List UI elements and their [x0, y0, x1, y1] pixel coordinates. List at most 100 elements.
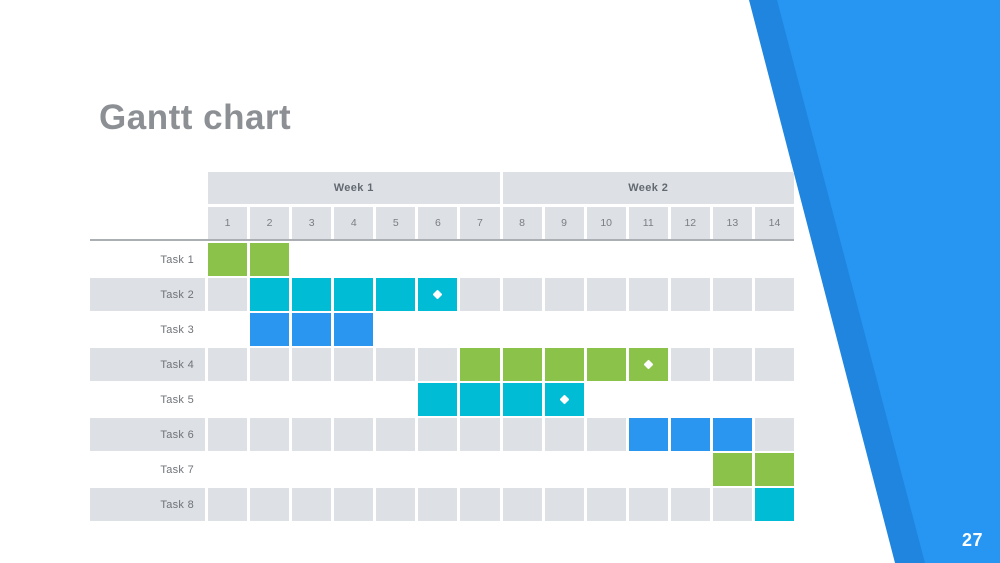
gantt-bar-cell: [502, 348, 542, 381]
gantt-cell: [502, 418, 542, 451]
gantt-cell: [460, 278, 500, 311]
task-row: Task 3: [90, 313, 794, 346]
gantt-cell: [418, 243, 457, 276]
day-header-cell: 6: [418, 207, 458, 239]
gantt-cell: [250, 488, 290, 521]
gantt-cell: [208, 383, 247, 416]
gantt-cell: [418, 348, 458, 381]
day-header-cell: 14: [754, 207, 794, 239]
gantt-bar-cell: [418, 278, 458, 311]
gantt-cell: [292, 418, 332, 451]
gantt-cell: [208, 418, 248, 451]
gantt-cell: [713, 383, 752, 416]
gantt-cell: [502, 278, 542, 311]
gantt-week-header-row: Week 1 Week 2: [90, 172, 794, 204]
gantt-bar-cell: [670, 418, 710, 451]
gantt-cell: [713, 243, 752, 276]
task-label: Task 1: [160, 253, 194, 266]
gantt-cell: [712, 488, 752, 521]
gantt-cell: [292, 488, 332, 521]
day-header-cell: 10: [586, 207, 626, 239]
gantt-cell: [587, 243, 626, 276]
gantt-cell: [334, 453, 373, 486]
gantt-cell: [208, 313, 247, 346]
gantt-bar-cell: [418, 383, 458, 416]
task-label: Task 8: [90, 488, 205, 521]
gantt-cell: [545, 243, 584, 276]
gantt-cell: [712, 278, 752, 311]
gantt-cell: [292, 453, 331, 486]
gantt-cell: [586, 418, 626, 451]
gantt-cell: [376, 418, 416, 451]
day-header-cell: 11: [628, 207, 668, 239]
task-label: Task 4: [90, 348, 205, 381]
gantt-bar-cell: [544, 383, 584, 416]
gantt-cell: [460, 488, 500, 521]
task-label: Task 5: [160, 393, 194, 406]
day-header-cell: 13: [712, 207, 752, 239]
day-header-cell: 7: [460, 207, 500, 239]
gantt-cell: [671, 383, 710, 416]
gantt-bar-cell: [712, 453, 752, 486]
gantt-cell: [208, 453, 247, 486]
gantt-cell: [629, 243, 668, 276]
day-header-cell: 12: [670, 207, 710, 239]
task-row: Task 2: [90, 278, 794, 311]
day-header-cell: 9: [544, 207, 584, 239]
gantt-cell: [755, 243, 794, 276]
gantt-bar-cell: [250, 313, 290, 346]
page-title: Gantt chart: [99, 98, 292, 137]
gantt-cell: [503, 243, 542, 276]
task-row: Task 7: [90, 453, 794, 486]
gantt-cell: [334, 488, 374, 521]
gantt-cell: [418, 488, 458, 521]
gantt-bar-cell: [460, 348, 500, 381]
gantt-cell: [629, 313, 668, 346]
milestone-diamond-icon: [643, 359, 654, 370]
day-header-cell: 3: [292, 207, 332, 239]
gantt-cell: [250, 418, 290, 451]
gantt-cell: [376, 243, 415, 276]
gantt-cell: [334, 348, 374, 381]
day-header-spacer: [90, 207, 205, 239]
gantt-bar-cell: [250, 278, 290, 311]
gantt-cell: [292, 383, 331, 416]
gantt-cell: [334, 243, 373, 276]
gantt-cell: [712, 348, 752, 381]
page-number: 27: [961, 530, 983, 550]
gantt-bar-cell: [754, 453, 794, 486]
gantt-cell: [250, 453, 289, 486]
day-header-cell: 8: [502, 207, 542, 239]
task-row: Task 6: [90, 418, 794, 451]
gantt-cell: [544, 488, 584, 521]
gantt-cell: [671, 243, 710, 276]
gantt-body: Task 1 Task 2 Task 3 Task 4 Task 5 Task 6 Task…: [90, 243, 794, 521]
day-header-cell: 4: [334, 207, 374, 239]
gantt-cell: [754, 348, 794, 381]
gantt-cell: [755, 313, 794, 346]
task-label: Task 2: [90, 278, 205, 311]
task-label: Task 3: [160, 323, 194, 336]
gantt-cell: [376, 348, 416, 381]
gantt-cell: [545, 313, 584, 346]
gantt-cell: [587, 383, 626, 416]
gantt-cell: [628, 488, 668, 521]
gantt-cell: [670, 348, 710, 381]
gantt-cell: [587, 313, 626, 346]
week-header: Week 1: [208, 172, 500, 204]
gantt-cell: [418, 418, 458, 451]
gantt-cell: [376, 383, 415, 416]
task-row: Task 4: [90, 348, 794, 381]
gantt-cell: [418, 313, 457, 346]
gantt-cell: [208, 348, 248, 381]
gantt-cell: [503, 453, 542, 486]
gantt-cell: [587, 453, 626, 486]
gantt-cell: [376, 453, 415, 486]
gantt-cell: [460, 418, 500, 451]
task-row: Task 5: [90, 383, 794, 416]
gantt-bar-cell: [250, 243, 290, 276]
gantt-cell: [671, 313, 710, 346]
task-row: Task 1: [90, 243, 794, 276]
